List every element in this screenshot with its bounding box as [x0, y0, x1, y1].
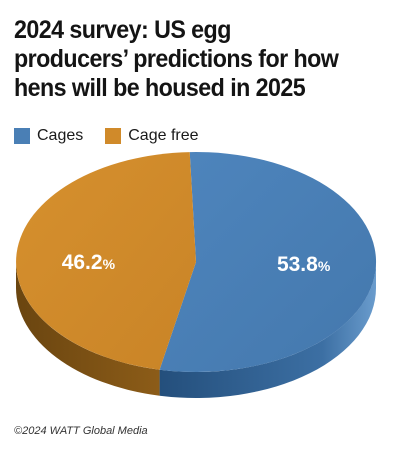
legend-item-cages: Cages: [14, 127, 83, 145]
pie-slice-cage-free: [16, 152, 197, 370]
chart-legend: Cages Cage free: [14, 127, 221, 145]
pie-side-cages: [159, 262, 376, 398]
data-label-cages: 53.8%: [277, 253, 331, 276]
copyright-credit: ©2024 WATT Global Media: [14, 425, 148, 437]
pie-side-group: [16, 262, 376, 398]
pie-top-group: [16, 152, 377, 373]
legend-label-cage-free: Cage free: [128, 127, 199, 144]
pie-slice-cages: [159, 152, 377, 373]
legend-label-cages: Cages: [37, 127, 84, 144]
pie-labels-group: 53.8% 46.2%: [62, 251, 331, 276]
legend-swatch-cage-free: [105, 128, 122, 144]
chart-title: 2024 survey: US egg producers’ predictio…: [14, 16, 339, 102]
legend-swatch-cages: [14, 128, 30, 144]
legend-item-cage-free: Cage free: [105, 127, 199, 145]
data-label-cage-free: 46.2%: [62, 251, 116, 274]
pie-side-cage-free: [16, 262, 160, 396]
